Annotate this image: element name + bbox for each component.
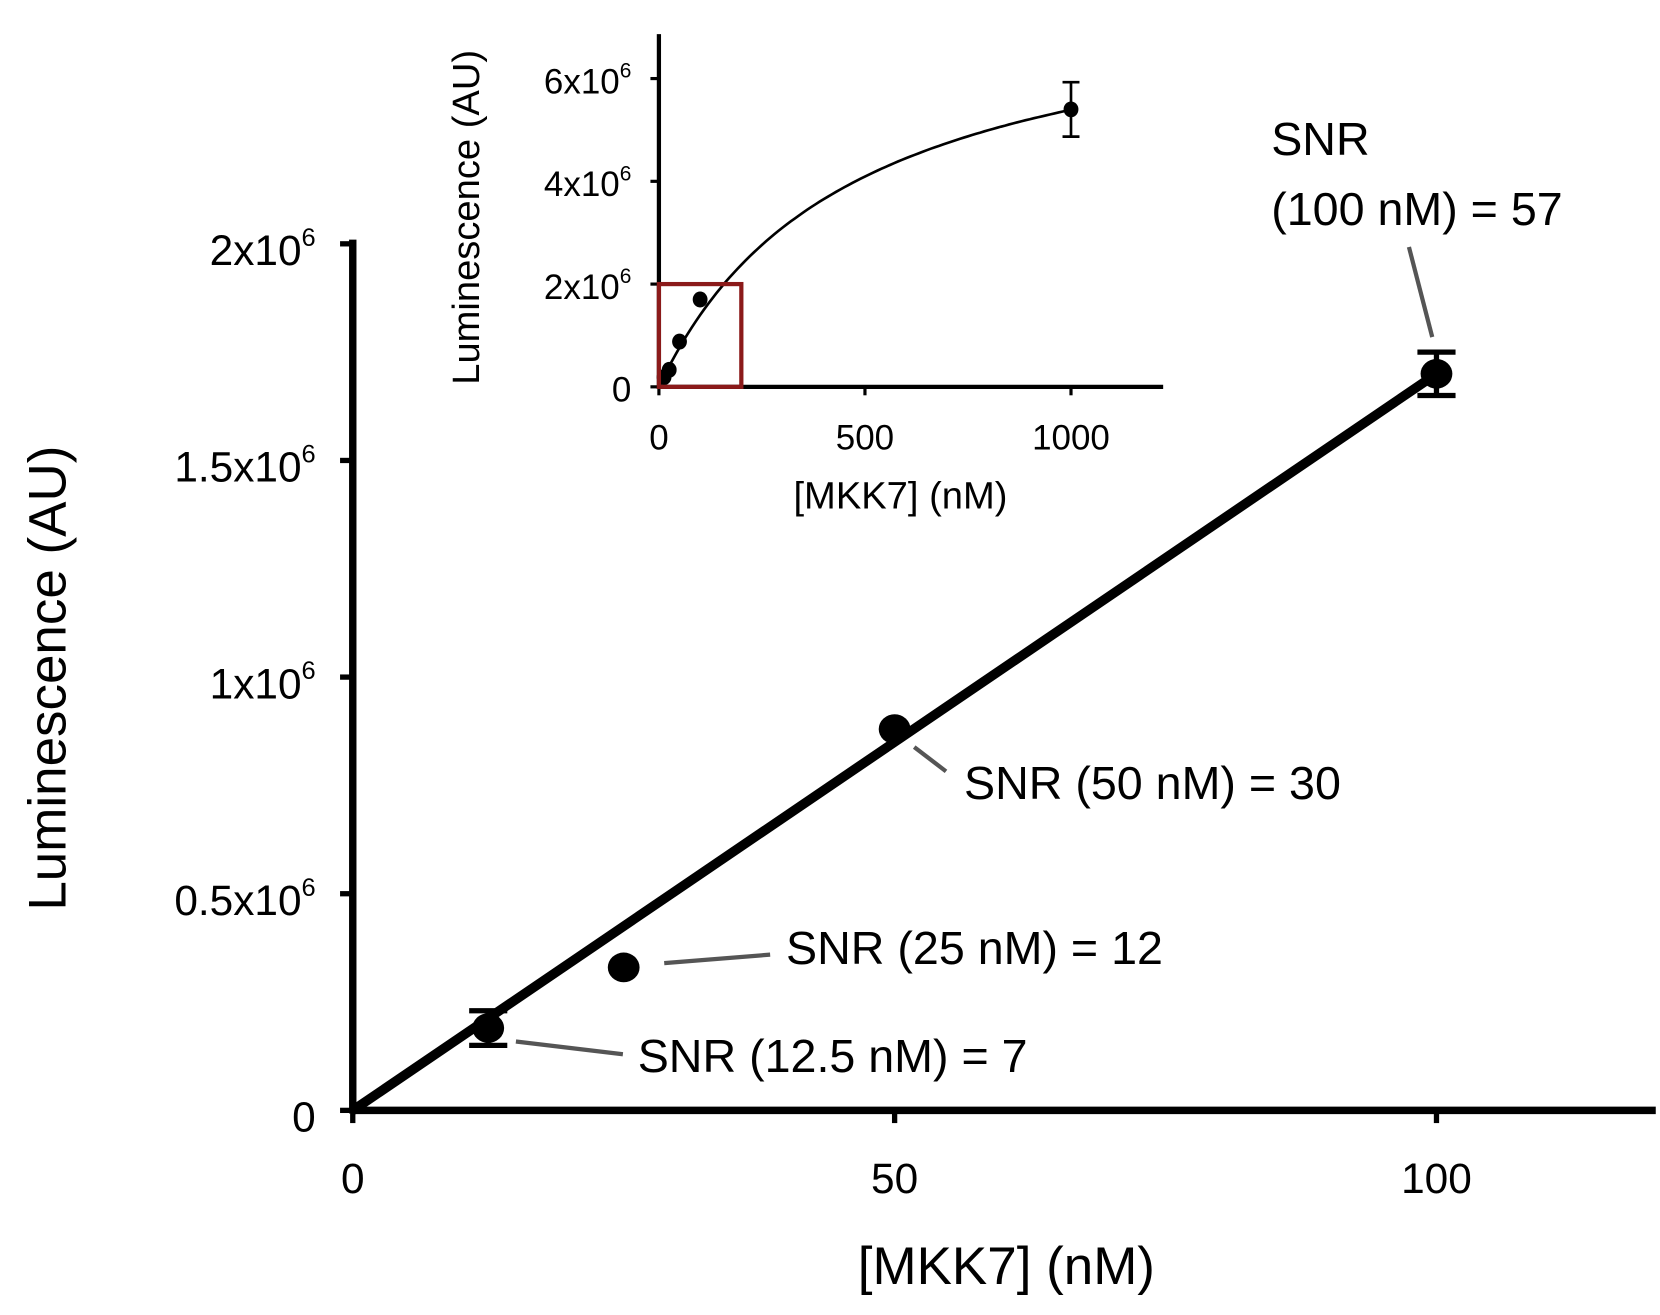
inset-x-tick-label: 0 <box>649 418 668 457</box>
inset-y-tick-label-exp: 6 <box>620 162 632 185</box>
annotation-leader-line <box>912 745 948 774</box>
y-tick-label: 1x106 <box>210 657 316 707</box>
inset-data-point <box>672 333 687 350</box>
x-tick-label: 50 <box>871 1155 918 1202</box>
data-point <box>878 714 911 744</box>
y-tick-label: 0 <box>292 1094 316 1141</box>
annotation-leader-line <box>1406 246 1435 338</box>
inset-y-tick-label: 2x106 <box>544 265 631 307</box>
x-tick-label: 0 <box>341 1155 365 1202</box>
inset-x-tick-label: 500 <box>836 418 894 457</box>
y-tick-label: 0.5x106 <box>174 874 315 924</box>
main-y-axis-title: Luminescence (AU) <box>19 446 78 911</box>
inset-y-tick-label-base: 6x10 <box>544 62 620 101</box>
y-tick-label: 1.5x106 <box>174 441 315 491</box>
x-tick-label: 100 <box>1401 1155 1472 1202</box>
inset-y-tick-label: 0 <box>612 371 631 410</box>
y-tick-label-exp: 6 <box>302 657 316 685</box>
y-tick-label: 2x106 <box>210 224 316 274</box>
inset-y-tick-label-base: 4x10 <box>544 165 620 204</box>
y-tick-label-base: 1.5x10 <box>174 444 301 491</box>
snr-annotation: SNR (50 nM) = 30 <box>964 757 1341 809</box>
annotation-leader-line <box>515 1039 624 1057</box>
y-tick-label-exp: 6 <box>302 874 316 902</box>
snr-annotation: SNR <box>1271 113 1369 165</box>
snr-annotation: SNR (12.5 nM) = 7 <box>638 1030 1028 1082</box>
inset-x-tick-label: 1000 <box>1032 418 1110 457</box>
inset-data-point <box>1063 101 1079 118</box>
snr-annotation: SNR (25 nM) = 12 <box>786 922 1163 974</box>
data-point <box>607 952 640 983</box>
y-tick-label-base: 2x10 <box>210 227 302 274</box>
data-point <box>1420 358 1453 389</box>
y-tick-label-base: 1x10 <box>210 660 302 707</box>
y-tick-label-exp: 6 <box>302 441 316 469</box>
inset-y-tick-label-exp: 6 <box>620 265 632 288</box>
snr-annotation: (100 nM) = 57 <box>1271 183 1562 235</box>
inset-y-axis-title: Luminescence (AU) <box>445 50 488 385</box>
inset-y-tick-label: 4x106 <box>544 162 631 204</box>
data-point <box>472 1013 505 1043</box>
inset-y-tick-label-base: 2x10 <box>544 268 620 307</box>
y-tick-label-base: 0.5x10 <box>174 877 301 924</box>
inset-y-tick-label-exp: 6 <box>620 60 632 83</box>
annotation-leader-line <box>664 952 771 966</box>
y-tick-label-exp: 6 <box>302 224 316 252</box>
inset-highlight-box <box>656 281 744 389</box>
main-x-axis-title: [MKK7] (nM) <box>858 1237 1155 1296</box>
inset-x-axis-title: [MKK7] (nM) <box>793 475 1007 518</box>
inset-fit-curve <box>657 108 1072 388</box>
inset-data-point <box>692 291 708 308</box>
inset-data-point <box>661 361 677 378</box>
inset-y-tick-label: 6x106 <box>544 60 631 102</box>
